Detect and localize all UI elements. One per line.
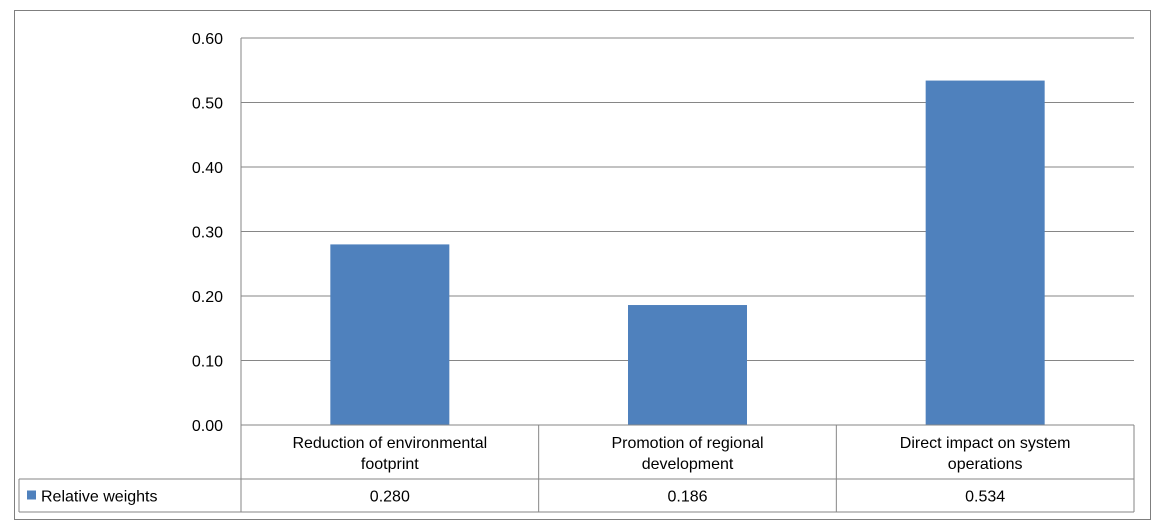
y-tick-label: 0.40: [192, 160, 223, 177]
y-tick-label: 0.00: [192, 418, 223, 435]
y-tick-label: 0.20: [192, 289, 223, 306]
legend-key-swatch: [27, 490, 36, 500]
chart-area: 0.00 0.10 0.20 0.30 0.40 0.50 0.60 Reduction o…: [14, 10, 1151, 520]
y-tick-label: 0.30: [192, 225, 223, 242]
y-tick-label: 0.50: [192, 96, 223, 113]
y-tick-label: 0.10: [192, 354, 223, 371]
bar: [330, 244, 450, 425]
category-label: Promotion of regional development: [611, 435, 763, 473]
category-label: Direct impact on system operations: [900, 435, 1071, 473]
table-value: 0.186: [667, 489, 707, 506]
bar: [925, 80, 1045, 425]
data-table: Reduction of environmental footprint Promo…: [18, 424, 1135, 513]
y-axis-tick-labels: 0.00 0.10 0.20 0.30 0.40 0.50 0.60: [192, 31, 223, 435]
table-value: 0.280: [370, 489, 410, 506]
bars: [330, 80, 1045, 425]
category-label: Reduction of environmental footprint: [292, 435, 487, 473]
bar-chart: 0.00 0.10 0.20 0.30 0.40 0.50 0.60 Reduction o…: [18, 31, 1135, 513]
legend-series-name: Relative weights: [41, 489, 158, 506]
table-value: 0.534: [965, 489, 1005, 506]
bar: [628, 305, 747, 425]
y-tick-label: 0.60: [192, 31, 223, 48]
